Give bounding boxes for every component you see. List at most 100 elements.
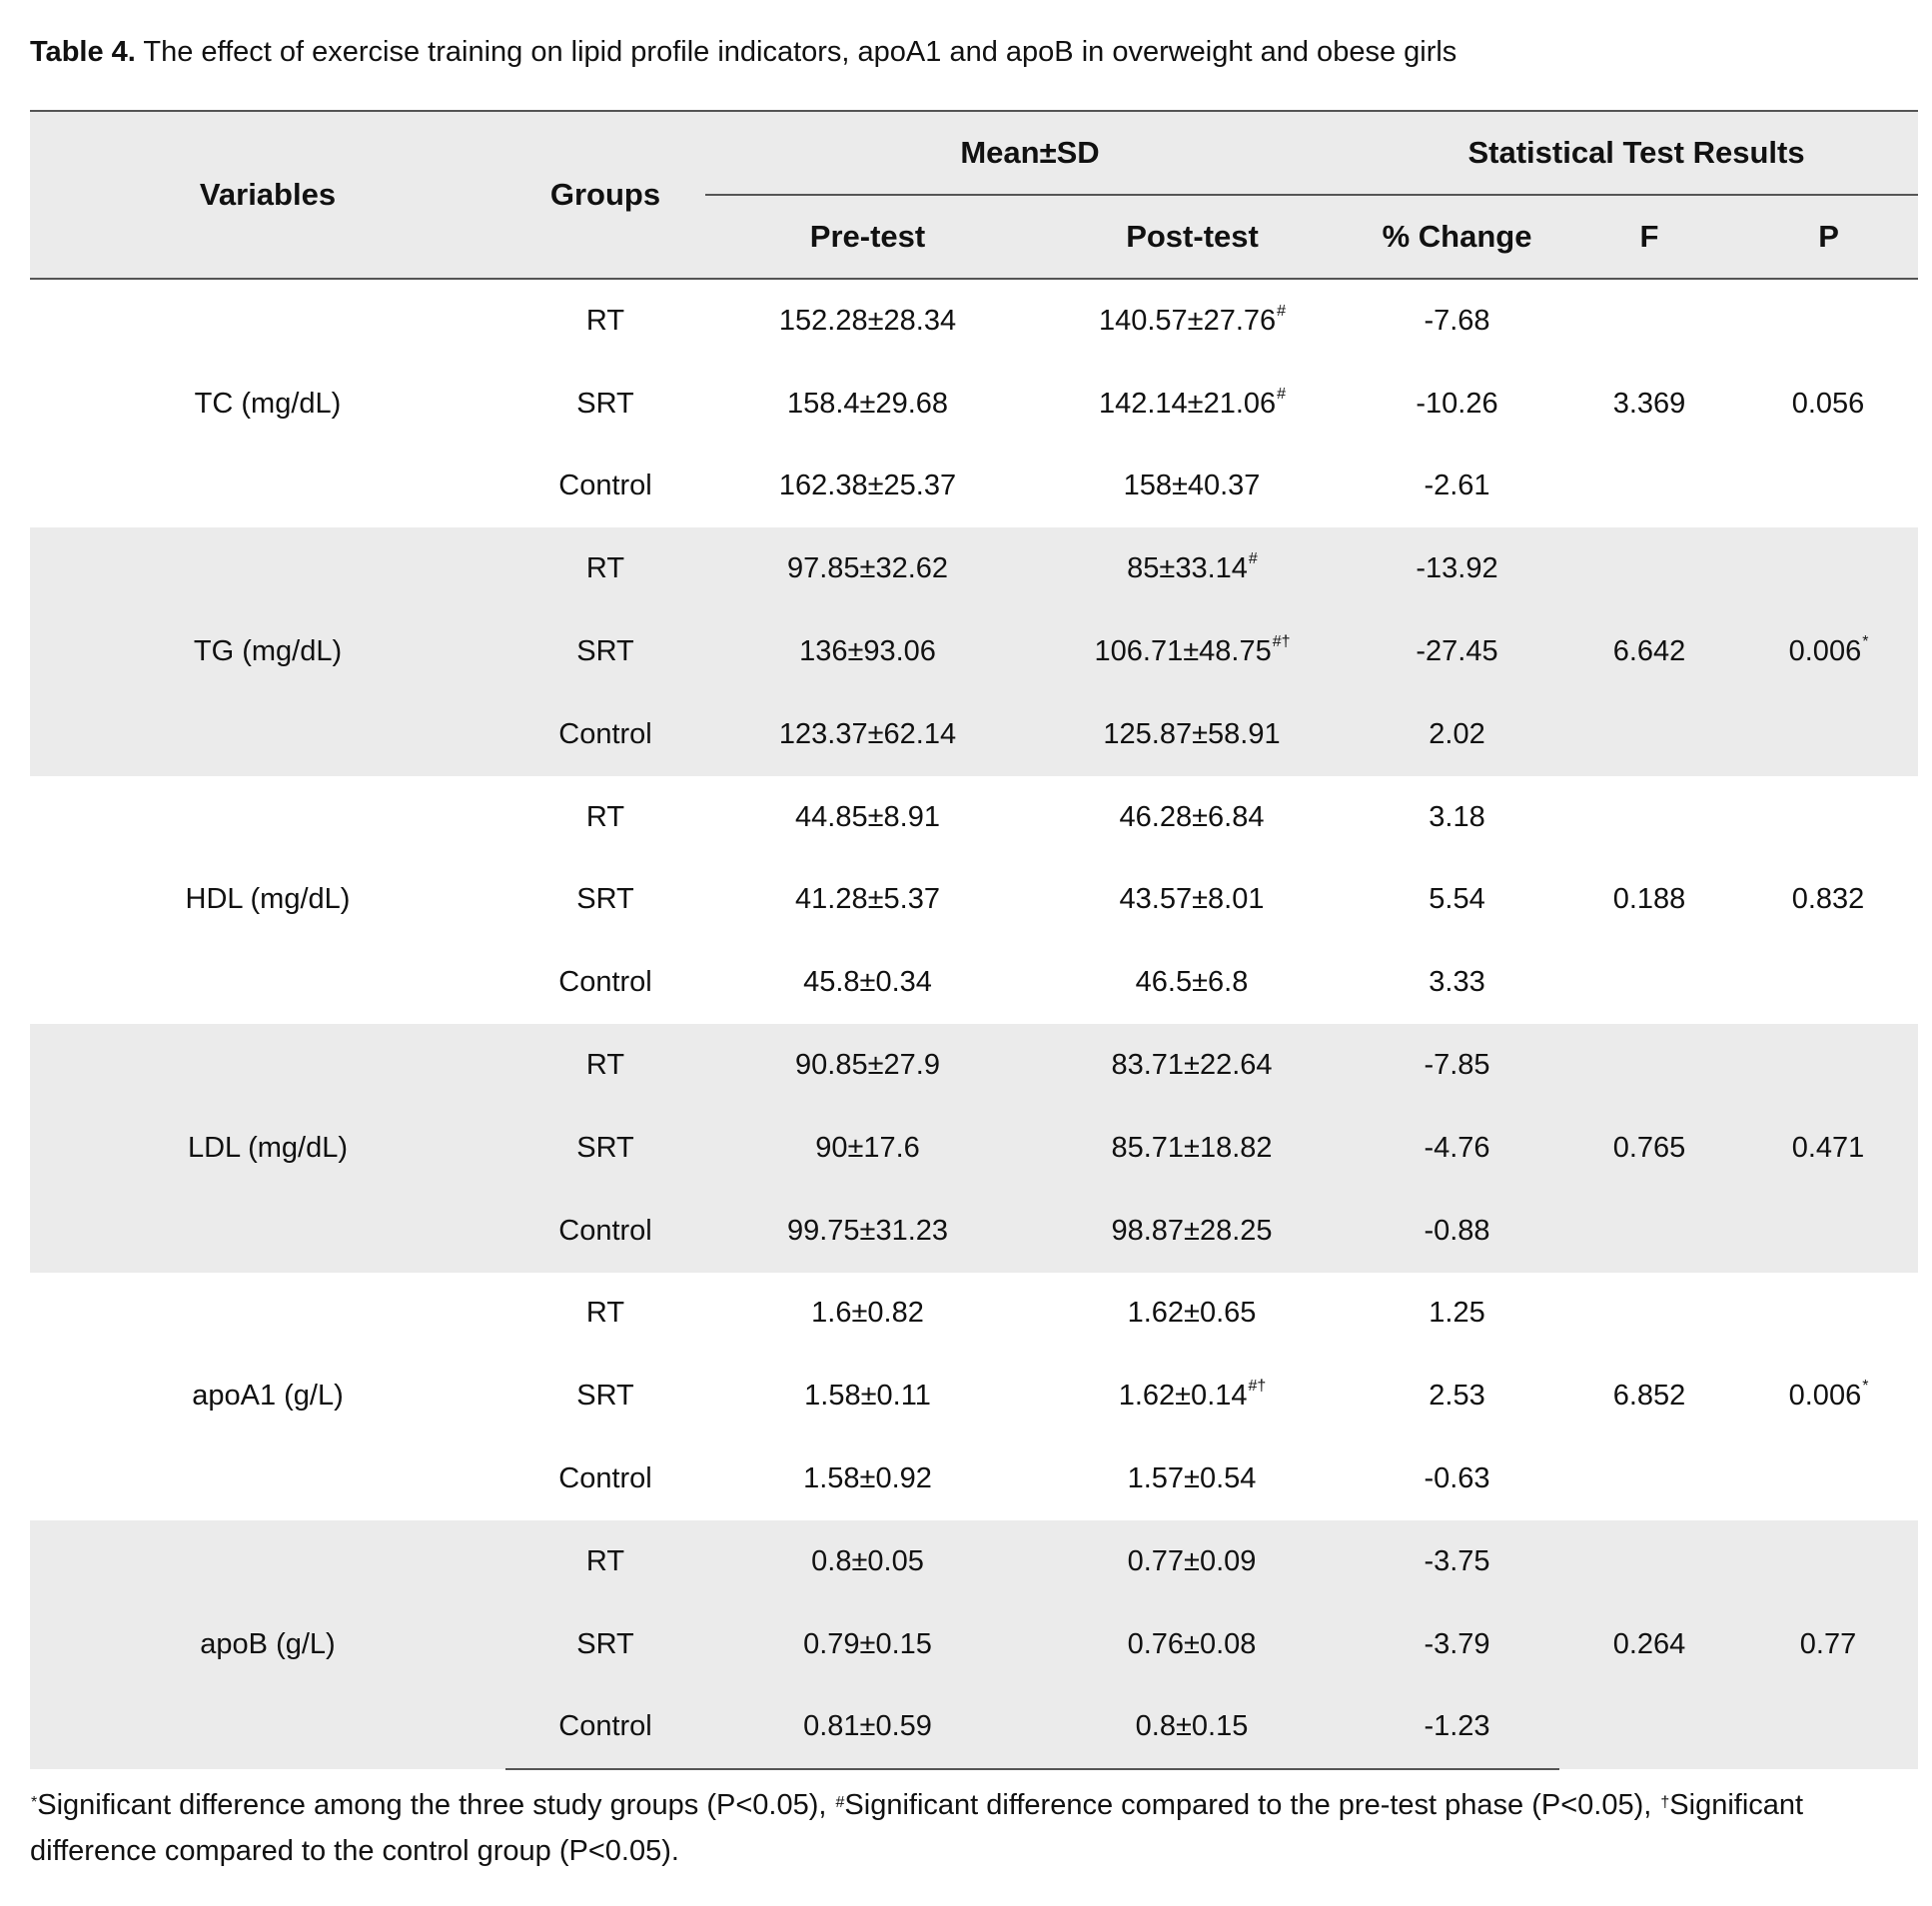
cell-post-test: 142.14±21.06#	[1030, 363, 1355, 446]
cell-post-test-text: 158±40.37	[1123, 470, 1261, 502]
cell-percent-change-text: 3.33	[1429, 966, 1485, 999]
footnote-symbol-asterisk: *	[31, 1794, 38, 1811]
cell-f-text: 6.642	[1612, 635, 1686, 668]
cell-variable-text: LDL (mg/dL)	[187, 1131, 349, 1164]
cell-pre-test-text: 1.6±0.82	[811, 1297, 924, 1330]
cell-f: 6.852	[1559, 1273, 1739, 1520]
cell-post-test-text: 142.14±21.06	[1098, 387, 1277, 420]
cell-post-test-text: 85±33.14	[1127, 552, 1248, 585]
cell-pre-test: 152.28±28.34	[705, 279, 1030, 363]
table-header: Variables Groups Mean±SD Statistical Tes…	[30, 111, 1919, 279]
cell-group: Control	[505, 1685, 705, 1771]
cell-percent-change: -0.63	[1355, 1437, 1559, 1520]
cell-group-text: SRT	[576, 635, 634, 668]
cell-post-test: 1.62±0.14#†	[1030, 1355, 1355, 1437]
cell-percent-change: -13.92	[1355, 527, 1559, 610]
cell-pre-test-text: 44.85±8.91	[795, 800, 940, 833]
variable-block: HDL (mg/dL) RT 44.85±8.91 46.28±6.84 3.18 0.1…	[30, 776, 1918, 1024]
variable-block: LDL (mg/dL) RT 90.85±27.9 83.71±22.64 -7.85 0…	[30, 1024, 1919, 1273]
table-row: Control 0.81±0.59 0.8±0.15 -1.23	[30, 1685, 1918, 1771]
cell-percent-change-text: -3.75	[1424, 1544, 1490, 1577]
results-table: Variables Groups Mean±SD Statistical Tes…	[30, 110, 1919, 1771]
cell-post-test-text: 85.71±18.82	[1111, 1131, 1273, 1164]
footnote-text-3: Significant difference compared to the c…	[30, 1789, 1804, 1867]
cell-pre-test: 0.79±0.15	[705, 1603, 1030, 1686]
cell-variable: LDL (mg/dL)	[30, 1024, 505, 1272]
cell-f-text: 3.369	[1612, 387, 1686, 420]
cell-f: 0.765	[1559, 1024, 1739, 1272]
cell-group: SRT	[505, 1355, 705, 1437]
table-row: HDL (mg/dL) RT 44.85±8.91 46.28±6.84 3.18 0.1…	[30, 776, 1918, 916]
cell-group-text: Control	[558, 470, 652, 502]
cell-p-marker: *	[1862, 1378, 1869, 1396]
cell-group-text: Control	[558, 966, 652, 999]
cell-pre-test: 41.28±5.37	[705, 859, 1030, 942]
table-caption-text: The effect of exercise training on lipid…	[135, 36, 1457, 68]
cell-f-text: 0.188	[1612, 883, 1686, 916]
cell-post-test-marker: #	[1248, 550, 1258, 568]
cell-percent-change: -7.68	[1355, 279, 1559, 363]
cell-post-test-text: 46.5±6.8	[1135, 966, 1249, 999]
cell-percent-change: -2.61	[1355, 446, 1559, 528]
table-row: SRT 41.28±5.37 43.57±8.01 5.54	[30, 859, 1918, 942]
table-row: SRT 1.58±0.11 1.62±0.14#† 2.53	[30, 1355, 1918, 1437]
cell-group: SRT	[505, 859, 705, 942]
cell-post-test: 85.71±18.82	[1030, 1107, 1355, 1190]
cell-group-text: RT	[585, 1049, 625, 1082]
cell-percent-change: -3.75	[1355, 1520, 1559, 1603]
cell-group-text: SRT	[576, 387, 634, 420]
cell-f: 3.369	[1559, 279, 1739, 527]
cell-pre-test-text: 123.37±62.14	[778, 717, 957, 750]
cell-pre-test: 162.38±25.37	[705, 446, 1030, 528]
cell-group-text: SRT	[576, 883, 634, 916]
cell-percent-change-text: -13.92	[1416, 552, 1498, 585]
cell-pre-test-text: 158.4±29.68	[786, 387, 949, 420]
cell-pre-test: 123.37±62.14	[705, 693, 1030, 776]
cell-percent-change-text: -2.61	[1424, 470, 1490, 502]
cell-pre-test: 90±17.6	[705, 1107, 1030, 1190]
cell-post-test-text: 125.87±58.91	[1103, 717, 1281, 750]
cell-post-test: 43.57±8.01	[1030, 859, 1355, 942]
cell-pre-test-text: 152.28±28.34	[778, 304, 957, 337]
cell-p-text: 0.006	[1788, 635, 1862, 668]
cell-pre-test-text: 99.75±31.23	[786, 1214, 949, 1247]
cell-variable: HDL (mg/dL)	[30, 776, 505, 1024]
cell-f: 0.188	[1559, 776, 1739, 1024]
cell-p: 0.77	[1739, 1520, 1918, 1769]
cell-p-marker: *	[1862, 633, 1869, 651]
cell-group-text: Control	[558, 717, 652, 750]
cell-variable-text: HDL (mg/dL)	[185, 883, 351, 916]
cell-post-test: 140.57±27.76#	[1030, 279, 1355, 363]
cell-group: RT	[505, 776, 705, 859]
cell-post-test-text: 106.71±48.75	[1094, 635, 1272, 668]
cell-post-test: 1.62±0.65	[1030, 1273, 1355, 1356]
table-row: apoB (g/L) RT 0.8±0.05 0.77±0.09 -3.75 0.264 0…	[30, 1520, 1918, 1660]
cell-pre-test-text: 1.58±0.92	[803, 1462, 932, 1495]
table-row: LDL (mg/dL) RT 90.85±27.9 83.71±22.64 -7.85 0…	[30, 1024, 1918, 1164]
cell-p-text: 0.056	[1791, 387, 1865, 420]
cell-percent-change: 2.02	[1355, 693, 1559, 776]
cell-percent-change-text: -7.68	[1424, 304, 1490, 337]
cell-post-test-text: 83.71±22.64	[1111, 1049, 1273, 1082]
cell-pre-test: 0.8±0.05	[705, 1520, 1030, 1603]
cell-percent-change: -1.23	[1355, 1685, 1560, 1771]
cell-group-text: RT	[585, 1544, 625, 1577]
cell-group: Control	[505, 1437, 705, 1520]
table-row: Control 123.37±62.14 125.87±58.91 2.02	[30, 693, 1918, 776]
cell-percent-change: -27.45	[1355, 610, 1559, 693]
cell-pre-test-text: 0.79±0.15	[803, 1627, 932, 1660]
cell-post-test: 46.28±6.84	[1030, 776, 1355, 859]
cell-f: 0.264	[1559, 1520, 1739, 1769]
cell-group-text: RT	[585, 552, 625, 585]
cell-percent-change: -3.79	[1355, 1603, 1559, 1686]
cell-pre-test: 90.85±27.9	[705, 1024, 1030, 1107]
cell-pre-test: 44.85±8.91	[705, 776, 1030, 859]
cell-p-text: 0.471	[1791, 1131, 1865, 1164]
cell-pre-test: 1.58±0.92	[705, 1437, 1030, 1520]
cell-group-text: SRT	[576, 1131, 634, 1164]
table-row: Control 99.75±31.23 98.87±28.25 -0.88	[30, 1190, 1918, 1273]
cell-post-test-marker: #	[1277, 385, 1287, 403]
cell-post-test: 125.87±58.91	[1030, 693, 1355, 776]
cell-post-test-text: 1.62±0.14	[1118, 1380, 1248, 1413]
cell-post-test: 106.71±48.75#†	[1030, 610, 1355, 693]
